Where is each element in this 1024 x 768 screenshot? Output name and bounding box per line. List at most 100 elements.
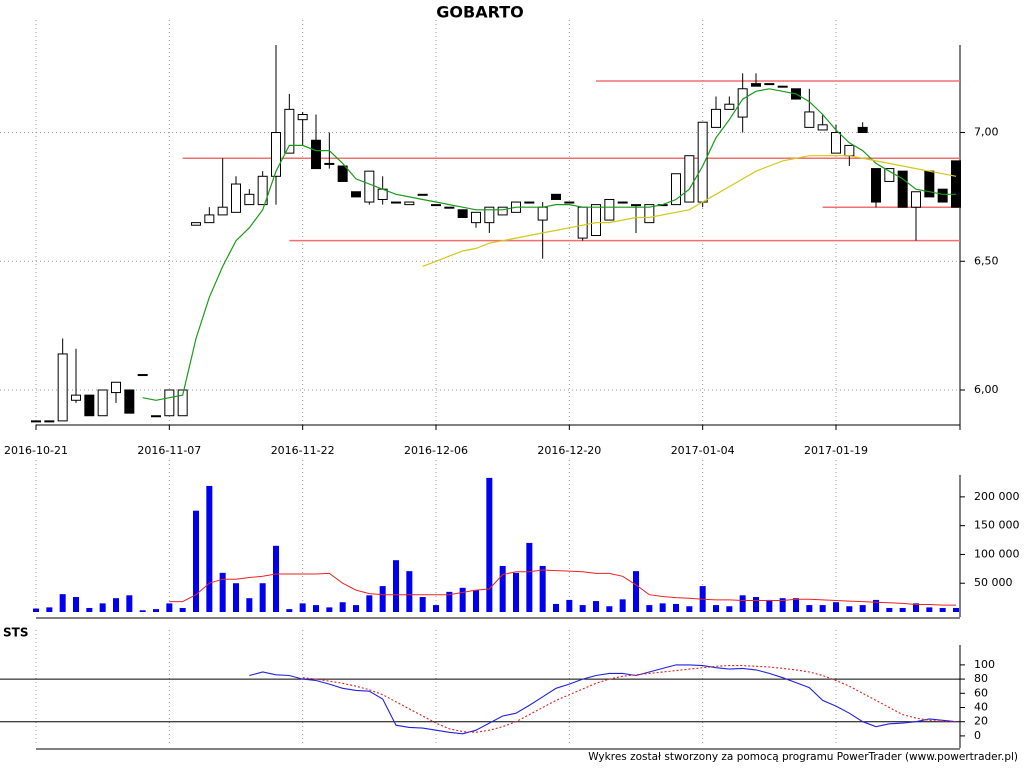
candle-body bbox=[324, 162, 335, 165]
oscillator-line bbox=[249, 664, 957, 735]
volume-bar bbox=[526, 542, 533, 612]
candle-body bbox=[697, 121, 708, 203]
volume-bar bbox=[473, 590, 479, 612]
candle-body bbox=[551, 193, 561, 200]
candle-body bbox=[871, 168, 881, 203]
x-tick-label: 2017-01-19 bbox=[804, 444, 868, 457]
candle-body bbox=[151, 415, 161, 418]
candle-body bbox=[244, 193, 255, 206]
volume-bar bbox=[179, 607, 186, 612]
volume-bar bbox=[259, 583, 266, 612]
candle-body bbox=[204, 214, 215, 224]
candle-body bbox=[751, 83, 761, 87]
volume-bar bbox=[659, 603, 666, 612]
candle-body bbox=[284, 108, 295, 154]
volume-bar bbox=[353, 605, 359, 612]
candle-body bbox=[711, 108, 721, 128]
volume-bar bbox=[833, 602, 839, 612]
volume-bar bbox=[366, 595, 373, 612]
candle-body bbox=[604, 198, 615, 221]
y-tick-label: 80 bbox=[974, 672, 988, 685]
volume-average bbox=[169, 569, 956, 606]
volume-bar bbox=[99, 603, 106, 612]
volume-bar bbox=[633, 571, 639, 612]
volume-bar bbox=[579, 605, 586, 612]
y-tick-label: 6,00 bbox=[974, 383, 999, 396]
candle-body bbox=[911, 191, 921, 208]
candle-body bbox=[897, 170, 908, 208]
y-tick-label: 40 bbox=[974, 700, 988, 713]
candle-body bbox=[164, 389, 175, 417]
candle-body bbox=[217, 206, 228, 216]
volume-bar bbox=[273, 545, 279, 612]
y-tick-label: 150 000 bbox=[974, 519, 1020, 532]
volume-bar bbox=[193, 510, 199, 612]
candle-body bbox=[271, 132, 281, 177]
volume-bar bbox=[766, 599, 773, 612]
y-tick-label: 50 000 bbox=[974, 576, 1013, 589]
candle-body bbox=[924, 170, 935, 198]
candle-body bbox=[417, 193, 428, 196]
volume-bar bbox=[859, 605, 866, 612]
candle-body bbox=[311, 139, 321, 170]
y-tick-label: 60 bbox=[974, 686, 988, 699]
candle-body bbox=[431, 204, 441, 207]
volume-bar bbox=[419, 597, 426, 612]
y-tick-label: 20 bbox=[974, 715, 988, 728]
x-tick-label: 2017-01-04 bbox=[671, 444, 735, 457]
moving-average bbox=[142, 88, 956, 401]
volume-bar bbox=[846, 606, 853, 612]
volume-bar bbox=[313, 605, 319, 612]
volume-bar bbox=[913, 603, 919, 612]
panel-title: STS bbox=[3, 626, 28, 640]
volume-bar bbox=[233, 583, 239, 612]
volume-bar bbox=[819, 605, 826, 612]
volume-bar bbox=[73, 597, 79, 612]
candle-body bbox=[617, 201, 628, 204]
candle-body bbox=[57, 353, 68, 422]
volume-bar bbox=[953, 607, 959, 612]
volume-bar bbox=[593, 601, 599, 612]
candle-body bbox=[884, 168, 895, 182]
volume-bar bbox=[793, 598, 799, 612]
volume-bar bbox=[673, 603, 679, 612]
candle-body bbox=[764, 83, 775, 86]
candle-body bbox=[124, 389, 135, 414]
volume-bar bbox=[726, 606, 733, 612]
candle-body bbox=[337, 165, 348, 182]
volume-bar bbox=[873, 599, 879, 612]
y-tick-label: 100 bbox=[974, 658, 995, 671]
candle-body bbox=[844, 144, 855, 157]
y-tick-label: 200 000 bbox=[974, 490, 1020, 503]
moving-average bbox=[422, 155, 957, 267]
volume-bar bbox=[553, 603, 559, 612]
y-tick-label: 6,50 bbox=[974, 254, 999, 267]
volume-bar bbox=[513, 572, 519, 612]
x-tick-label: 2016-10-21 bbox=[4, 444, 68, 457]
y-tick-label: 0 bbox=[974, 729, 981, 742]
chart-title: GOBARTO bbox=[436, 3, 523, 22]
candle-body bbox=[777, 85, 788, 88]
candle-body bbox=[724, 103, 735, 110]
volume-bar bbox=[713, 605, 719, 612]
volume-bar bbox=[286, 609, 293, 612]
volume-bar bbox=[113, 598, 119, 612]
volume-bar bbox=[46, 607, 53, 612]
footer: Wykres został stworzony za pomocą progra… bbox=[588, 751, 1018, 763]
volume-bar bbox=[59, 594, 66, 612]
candle-body bbox=[644, 204, 655, 224]
candle-body bbox=[111, 381, 121, 394]
candle-body bbox=[497, 206, 508, 216]
volume-bar bbox=[753, 597, 759, 612]
candle-body bbox=[937, 188, 948, 203]
candle-body bbox=[457, 209, 468, 218]
volume-bar bbox=[939, 607, 946, 612]
volume-bar bbox=[33, 608, 39, 612]
candle-body bbox=[857, 126, 868, 134]
volume-bar bbox=[806, 605, 813, 612]
volume-bar bbox=[246, 598, 253, 612]
candle-body bbox=[471, 211, 481, 224]
candle-body bbox=[577, 206, 588, 239]
